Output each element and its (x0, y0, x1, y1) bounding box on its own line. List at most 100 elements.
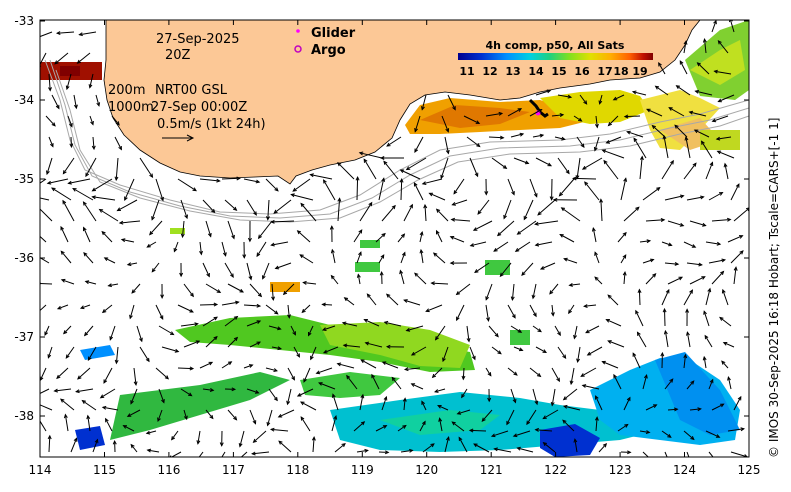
current-vector-head (720, 270, 725, 276)
current-vector (199, 304, 218, 306)
current-vector-head (665, 288, 670, 294)
current-vector (686, 196, 704, 201)
time-label: 20Z (165, 48, 191, 63)
current-vector-head (173, 247, 178, 253)
current-vector (617, 232, 627, 243)
current-vector (227, 337, 238, 348)
current-vector-head (512, 433, 518, 438)
current-vector-head (216, 289, 222, 293)
current-vector (517, 220, 537, 235)
current-vector (384, 321, 402, 327)
y-tick-label: -35 (14, 172, 34, 186)
current-vector-head (473, 443, 478, 448)
current-vector (667, 408, 678, 411)
current-vector-head (623, 177, 628, 182)
current-vector (646, 108, 663, 117)
current-vector-head (605, 319, 610, 323)
current-vector-head (703, 310, 707, 315)
current-vector (469, 157, 479, 177)
current-vector (689, 220, 706, 227)
current-vector (40, 31, 53, 38)
current-vector (436, 208, 449, 222)
current-vector-head (318, 382, 323, 386)
current-vector-head (539, 265, 545, 270)
current-vector (638, 289, 641, 306)
current-vector (606, 136, 622, 144)
current-vector-head (516, 230, 521, 235)
current-vector-head (46, 170, 50, 176)
current-vector-head (120, 238, 126, 243)
current-vector-head (209, 387, 215, 392)
current-vector (507, 178, 515, 195)
current-vector (594, 136, 600, 151)
current-vector (573, 325, 578, 339)
current-vector-head (333, 414, 338, 420)
colorbar-tick: 14 (528, 65, 544, 78)
current-vector-head (381, 232, 386, 238)
current-vector (271, 283, 274, 300)
current-vector-head (342, 343, 348, 348)
current-vector (173, 241, 179, 252)
current-vector (202, 316, 218, 327)
current-vector (400, 179, 403, 201)
current-vector (77, 52, 91, 64)
current-vector-head (130, 443, 135, 449)
current-vector-head (519, 132, 525, 137)
current-vector-head (550, 401, 555, 407)
current-vector (419, 231, 423, 243)
current-vector (331, 275, 339, 285)
current-vector (205, 336, 218, 348)
current-vector-head (385, 344, 391, 349)
current-vector-head (702, 222, 707, 227)
current-vector (466, 136, 480, 147)
current-vector (391, 377, 402, 390)
current-vector-head (213, 316, 218, 321)
current-vector-head (565, 169, 570, 175)
current-vector-head (385, 293, 391, 298)
current-vector-head (366, 293, 371, 298)
current-vector-head (236, 176, 241, 181)
current-vector-head (494, 333, 499, 338)
current-vector (569, 283, 581, 286)
current-vector-head (286, 400, 291, 406)
current-vector (540, 262, 556, 270)
current-vector (363, 159, 377, 180)
current-vector-head (114, 176, 119, 182)
current-vector (76, 388, 94, 393)
current-vector-head (98, 208, 104, 213)
current-vector (695, 90, 713, 96)
current-vector (422, 178, 443, 185)
current-vector (70, 438, 78, 453)
current-vector (224, 316, 238, 327)
current-vector (592, 228, 597, 243)
current-vector-head (274, 265, 280, 270)
current-vector-head (380, 254, 385, 259)
current-vector (532, 134, 544, 138)
current-vector (703, 311, 710, 327)
current-vector (510, 325, 522, 333)
y-tick-label: -34 (14, 93, 34, 107)
current-vector (594, 276, 603, 285)
current-vector (576, 136, 585, 148)
current-vector-head (698, 262, 703, 267)
current-vector-head (613, 373, 617, 379)
current-vector-head (423, 203, 428, 209)
current-vector (708, 259, 725, 264)
current-vector (442, 346, 449, 362)
current-vector-head (330, 274, 335, 280)
current-vector-head (83, 331, 89, 337)
current-vector (400, 449, 413, 453)
current-vector (510, 133, 524, 138)
current-vector-head (607, 122, 612, 127)
current-vector (66, 73, 72, 90)
current-vector-head (44, 331, 49, 337)
current-vector (488, 325, 499, 337)
current-vector-head (270, 219, 275, 224)
current-vector (620, 178, 627, 201)
current-vector (632, 353, 641, 369)
current-vector-head (524, 160, 530, 165)
current-vector (124, 178, 135, 201)
current-vector-head (421, 400, 426, 405)
current-vector (503, 199, 512, 219)
current-vector (183, 409, 188, 420)
